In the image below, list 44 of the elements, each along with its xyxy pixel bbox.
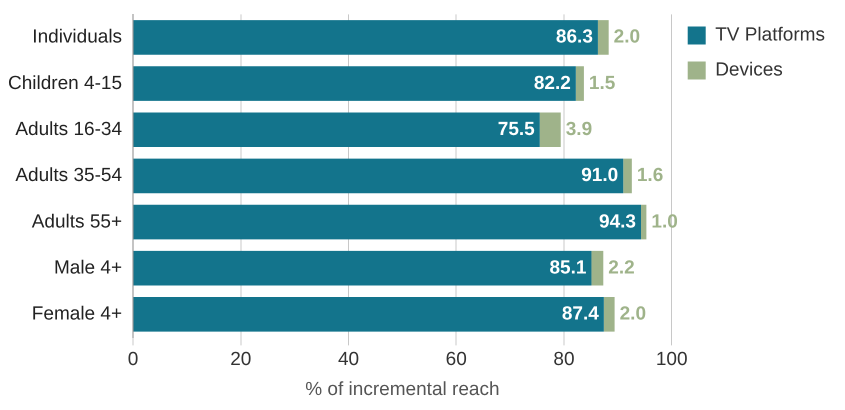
- data-label: 1.6: [636, 165, 664, 186]
- bar: [576, 66, 584, 101]
- data-label: 3.9: [566, 118, 592, 140]
- bar: [134, 112, 540, 148]
- data-label: 75.5: [498, 118, 536, 140]
- x-tick-label: 100: [656, 349, 688, 370]
- data-label: 2.0: [614, 26, 640, 48]
- bar: [134, 204, 641, 240]
- x-tick-label: 40: [338, 349, 360, 370]
- bar: [623, 158, 632, 194]
- data-label: 85.1: [549, 257, 587, 278]
- legend-label: TV Platforms: [715, 24, 826, 46]
- bar: [134, 20, 598, 55]
- y-tick-label: Adults 35-54: [15, 165, 122, 186]
- y-tick-label: Children 4-15: [8, 72, 122, 94]
- data-label: 87.4: [562, 304, 600, 325]
- bar: [134, 250, 592, 286]
- bar: [540, 112, 561, 148]
- bar: [134, 297, 604, 332]
- y-tick-label: Female 4+: [32, 304, 122, 325]
- bar: [641, 204, 646, 240]
- bar: [598, 20, 609, 55]
- data-label: 1.5: [588, 72, 616, 94]
- y-tick-label: Individuals: [32, 26, 122, 48]
- y-tick-label: Male 4+: [54, 257, 122, 278]
- bar: [134, 158, 624, 194]
- x-tick-label: 20: [230, 349, 252, 370]
- data-label: 82.2: [534, 72, 571, 94]
- x-tick-label: 60: [446, 349, 467, 370]
- data-label: 94.3: [599, 211, 636, 232]
- bar: [591, 250, 604, 286]
- data-label: 1.0: [651, 211, 678, 232]
- data-label: 2.0: [620, 304, 646, 325]
- bar: [604, 297, 615, 332]
- x-axis-title: % of incremental reach: [305, 378, 500, 400]
- y-tick-label: Adults 55+: [32, 211, 122, 232]
- bar: [134, 66, 576, 101]
- legend-label: Devices: [715, 60, 783, 81]
- data-label: 2.2: [608, 257, 635, 278]
- data-label: 86.3: [556, 26, 593, 48]
- data-label: 91.0: [581, 165, 618, 186]
- y-tick-label: Adults 16-34: [15, 118, 122, 140]
- x-tick-label: 80: [553, 349, 575, 370]
- x-tick-label: 0: [128, 349, 138, 370]
